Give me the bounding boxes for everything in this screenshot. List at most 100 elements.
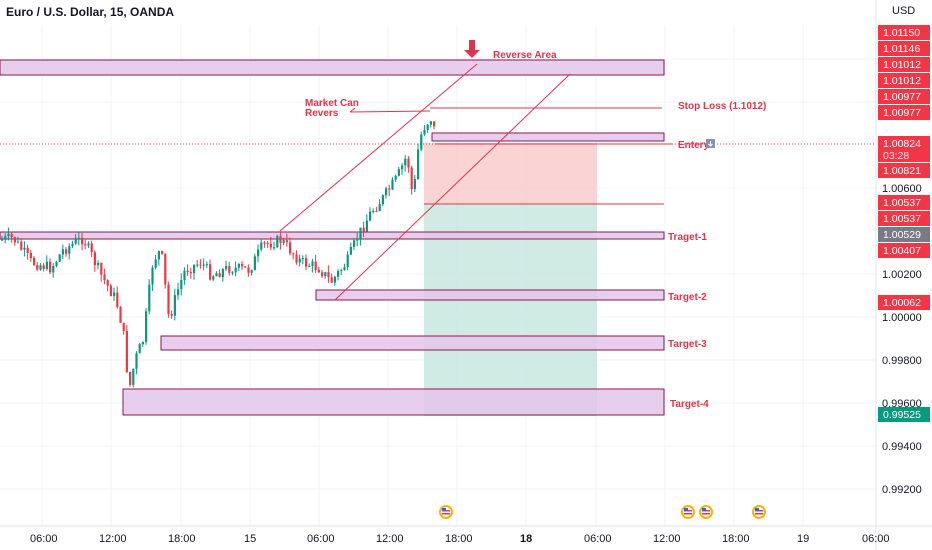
reverse-arrow-icon [464, 40, 480, 58]
candle-body [273, 247, 276, 249]
candle-body [113, 292, 116, 297]
candle-body [260, 242, 263, 250]
target1-label: Traget-1 [668, 232, 707, 243]
us-flag-icon [681, 505, 695, 519]
candle-body [295, 254, 298, 263]
candle-body [317, 269, 320, 273]
reverse-area-label: Reverse Area [493, 50, 557, 61]
candle-body [209, 264, 212, 280]
price-badge: 1.00537 [878, 195, 930, 210]
candle-body [71, 243, 74, 247]
candle-body [221, 269, 224, 278]
price-axis[interactable]: 1.00600 1.00200 1.00000 0.99800 0.99600 … [878, 25, 930, 496]
candle-body [404, 158, 407, 166]
candle-body [97, 262, 100, 266]
candle-body [103, 274, 106, 281]
zones[interactable] [0, 59, 665, 416]
candle-body [161, 251, 164, 254]
price-badge: 0.99525 [878, 407, 930, 422]
candle-body [433, 121, 436, 127]
candle-body [385, 188, 388, 196]
candle-body [372, 210, 375, 212]
reverse-area-zone [0, 59, 665, 76]
candle-body [429, 121, 432, 125]
svg-text:1.00821: 1.00821 [883, 165, 921, 177]
candle-body [177, 289, 180, 296]
candle-body [20, 241, 23, 250]
candles[interactable] [1, 120, 436, 388]
candle-body [49, 261, 52, 273]
candle-body [106, 280, 109, 286]
svg-text:1.00977: 1.00977 [883, 91, 921, 103]
candle-body [61, 249, 64, 255]
candle-body [17, 241, 20, 243]
candle-body [132, 368, 135, 385]
candle-body [157, 251, 160, 260]
us-flag-icon [752, 505, 766, 519]
candle-body [391, 179, 394, 190]
candle-body [212, 276, 215, 280]
candle-body [81, 237, 84, 245]
candle-body [276, 236, 279, 248]
price-badge: 1.00537 [878, 211, 930, 226]
target2-label: Target-2 [668, 292, 707, 303]
entry-zone [431, 132, 665, 142]
candle-body [228, 265, 231, 273]
candle-body [10, 233, 13, 238]
time-label: 18:00 [722, 533, 750, 545]
candle-body [282, 240, 285, 243]
candle-body [349, 246, 352, 255]
channel-lines[interactable] [279, 63, 662, 301]
candle-body [74, 239, 77, 244]
candle-body [356, 239, 359, 241]
candle-body [225, 265, 228, 270]
candle-body [205, 264, 208, 266]
candle-body [39, 265, 42, 270]
svg-text:1.01150: 1.01150 [883, 27, 920, 39]
time-label: 06:00 [307, 533, 335, 545]
stop-loss-zone[interactable] [424, 143, 597, 204]
candle-body [305, 258, 308, 267]
candle-body [183, 270, 186, 280]
us-flag-icon [699, 505, 713, 519]
svg-text:03:28: 03:28 [883, 150, 909, 162]
candle-body [199, 264, 202, 266]
candle-body [263, 242, 266, 244]
candle-body [93, 252, 96, 266]
candle-body [388, 188, 391, 190]
market-can-label: Market Can [305, 98, 359, 109]
candle-body [109, 285, 112, 297]
candle-body [180, 279, 183, 290]
event-flags[interactable] [439, 505, 766, 519]
price-tick: 1.00600 [882, 183, 922, 195]
candle-body [87, 243, 90, 246]
candle-body [42, 265, 45, 270]
candle-body [4, 236, 7, 240]
price-badge: 1.00529 [878, 227, 930, 242]
candle-body [266, 242, 269, 244]
candle-body [141, 341, 144, 345]
time-axis[interactable]: 06:00 12:00 18:00 15 06:00 12:00 18:00 1… [30, 533, 890, 545]
svg-text:1.01012: 1.01012 [883, 59, 921, 71]
entry-label: Entery [678, 140, 710, 151]
candle-body [129, 371, 132, 385]
revers-label: Revers [305, 108, 339, 119]
candle-body [423, 129, 426, 135]
time-label: 12:00 [653, 533, 681, 545]
time-label: 18:00 [445, 533, 473, 545]
candle-body [375, 210, 378, 212]
candle-body [407, 158, 410, 168]
svg-text:1.00537: 1.00537 [883, 197, 921, 209]
target3-zone [160, 335, 665, 351]
candle-body [189, 272, 192, 274]
svg-text:1.00824: 1.00824 [883, 138, 921, 150]
candle-body [353, 240, 356, 247]
candle-body [337, 270, 340, 277]
candle-body [285, 240, 288, 243]
candle-body [58, 254, 61, 262]
svg-text:1.00529: 1.00529 [883, 229, 921, 241]
candle-body [289, 242, 292, 254]
candle-body [298, 258, 301, 263]
candle-body [333, 276, 336, 283]
